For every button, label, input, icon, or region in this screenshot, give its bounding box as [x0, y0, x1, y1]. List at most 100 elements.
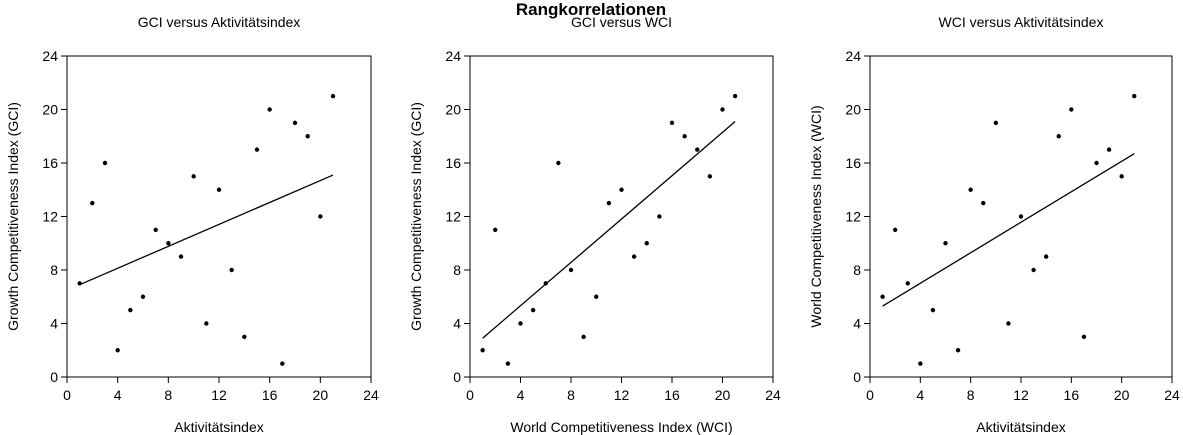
regression-line — [79, 174, 334, 286]
x-tick-label: 8 — [164, 387, 172, 403]
data-point — [556, 160, 561, 166]
y-axis-label: World Competitiveness Index (WCI) — [808, 105, 824, 327]
x-axis-label: Aktivitätsindex — [174, 419, 263, 435]
y-tick-label: 24 — [845, 48, 861, 64]
data-point — [1069, 107, 1074, 112]
data-point — [543, 281, 548, 286]
data-point — [619, 187, 624, 192]
x-tick-label: 20 — [313, 387, 329, 403]
data-point — [669, 120, 675, 126]
data-point — [153, 227, 158, 233]
data-point — [166, 241, 171, 246]
data-point — [128, 307, 133, 313]
data-point — [480, 348, 485, 353]
data-point — [102, 160, 108, 166]
data-point — [594, 294, 599, 299]
data-point — [695, 147, 700, 152]
y-tick-label: 4 — [453, 316, 461, 332]
figure-title: Rangkorrelationen — [516, 0, 666, 19]
x-tick-label: 16 — [1064, 387, 1080, 403]
data-point — [1094, 160, 1099, 166]
data-point — [955, 348, 961, 353]
data-point — [1132, 93, 1137, 99]
x-tick-label: 24 — [363, 387, 379, 403]
y-tick-label: 16 — [42, 155, 58, 171]
data-point — [981, 200, 986, 206]
y-tick-label: 8 — [50, 262, 58, 278]
data-point — [140, 294, 146, 299]
x-tick-label: 16 — [262, 387, 278, 403]
data-point — [1056, 134, 1061, 139]
data-point — [892, 227, 898, 233]
y-tick-label: 0 — [50, 369, 58, 385]
data-point — [216, 187, 222, 192]
x-tick-label: 24 — [1164, 387, 1180, 403]
x-tick-label: 8 — [567, 387, 575, 403]
x-tick-label: 4 — [517, 387, 525, 403]
data-point — [229, 267, 234, 273]
data-point — [1006, 321, 1011, 326]
data-point — [267, 107, 272, 112]
regression-line — [882, 153, 1135, 307]
x-tick-label: 12 — [211, 387, 227, 403]
y-tick-label: 4 — [853, 316, 861, 332]
y-tick-label: 24 — [42, 48, 58, 64]
data-point — [330, 93, 336, 99]
x-tick-label: 20 — [715, 387, 731, 403]
data-point — [930, 307, 936, 313]
data-point — [720, 107, 725, 112]
x-tick-label: 12 — [1013, 387, 1029, 403]
x-tick-label: 12 — [614, 387, 630, 403]
data-point — [305, 134, 310, 139]
plot-frame — [469, 55, 774, 378]
plot-frame — [66, 55, 372, 378]
data-point — [657, 214, 662, 219]
data-point — [968, 187, 973, 192]
data-point — [1018, 214, 1024, 219]
data-point — [631, 254, 637, 259]
data-point — [90, 200, 95, 206]
y-tick-label: 24 — [445, 48, 461, 64]
data-point — [518, 321, 523, 326]
data-point — [1119, 174, 1124, 179]
data-point — [242, 334, 247, 340]
chart-title: WCI versus Aktivitätsindex — [939, 14, 1104, 30]
data-point — [644, 241, 649, 246]
y-axis-label: Growth Competitiveness Index (GCI) — [408, 102, 424, 331]
data-point — [905, 281, 910, 286]
data-point — [115, 348, 120, 353]
data-point — [1043, 254, 1049, 259]
chart-title: GCI versus WCI — [571, 14, 672, 30]
y-tick-label: 20 — [445, 102, 461, 118]
x-tick-label: 20 — [1114, 387, 1130, 403]
data-point — [254, 147, 260, 152]
x-tick-label: 4 — [114, 387, 122, 403]
regression-line — [482, 121, 736, 339]
y-tick-label: 12 — [445, 209, 461, 225]
data-point — [530, 307, 536, 313]
data-point — [682, 134, 687, 139]
y-axis-label: Growth Competitiveness Index (GCI) — [5, 102, 21, 331]
data-point — [77, 281, 82, 286]
chart-title: GCI versus Aktivitätsindex — [138, 14, 301, 30]
x-tick-label: 0 — [466, 387, 474, 403]
data-point — [204, 321, 209, 326]
y-tick-label: 0 — [453, 369, 461, 385]
y-tick-label: 8 — [853, 262, 861, 278]
x-tick-label: 4 — [916, 387, 924, 403]
data-point — [1031, 267, 1036, 273]
data-point — [191, 174, 196, 179]
scatter-chart-1: GCI versus Aktivitätsindex 0 4 8 12 16 20 24 0 4 8… — [5, 14, 379, 435]
data-point — [732, 93, 738, 99]
y-tick-label: 0 — [853, 369, 861, 385]
x-axis-label: Aktivitätsindex — [976, 419, 1065, 435]
data-point — [568, 267, 574, 273]
y-tick-label: 4 — [50, 316, 58, 332]
chart-group: GCI versus Aktivitätsindex 0 4 8 12 16 20 24 0 4 8… — [5, 14, 1180, 435]
x-tick-label: 0 — [63, 387, 71, 403]
x-tick-label: 16 — [664, 387, 680, 403]
data-point — [318, 214, 323, 219]
x-tick-label: 8 — [967, 387, 975, 403]
y-tick-label: 16 — [445, 155, 461, 171]
